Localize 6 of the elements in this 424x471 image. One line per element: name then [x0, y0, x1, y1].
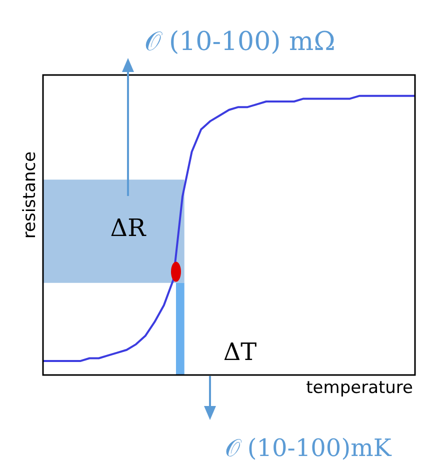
x-axis-title: temperature: [306, 378, 413, 398]
annotation: ΔT: [223, 338, 257, 366]
text: 𝒪 (10-100)mK: [224, 434, 392, 462]
text: 𝒪 (10-100) mΩ: [144, 27, 336, 57]
annotation: ΔR: [110, 214, 147, 242]
y-axis-title: resistance: [20, 151, 40, 239]
